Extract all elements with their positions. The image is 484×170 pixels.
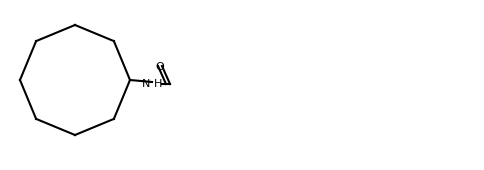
Text: H: H [154, 79, 162, 89]
Text: N: N [142, 79, 150, 89]
Text: O: O [156, 62, 165, 72]
